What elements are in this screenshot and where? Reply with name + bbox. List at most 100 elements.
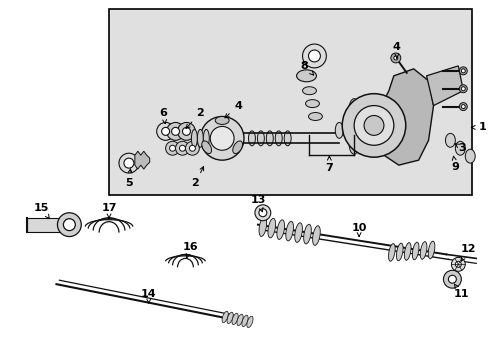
Circle shape [443, 270, 460, 288]
Circle shape [254, 205, 270, 221]
Circle shape [63, 219, 75, 231]
Text: 7: 7 [325, 156, 332, 173]
Text: 10: 10 [351, 222, 366, 237]
Ellipse shape [285, 221, 293, 241]
Circle shape [177, 122, 195, 140]
Ellipse shape [191, 129, 197, 147]
Ellipse shape [427, 241, 434, 259]
FancyBboxPatch shape [27, 218, 61, 231]
Ellipse shape [404, 243, 410, 260]
Circle shape [450, 257, 464, 271]
Text: 2: 2 [191, 167, 203, 188]
Circle shape [165, 141, 179, 155]
Circle shape [460, 105, 464, 109]
Ellipse shape [312, 226, 320, 246]
Ellipse shape [294, 223, 302, 242]
Circle shape [390, 53, 400, 63]
Ellipse shape [259, 217, 266, 237]
Text: 5: 5 [125, 169, 132, 188]
Ellipse shape [302, 87, 316, 95]
Ellipse shape [348, 111, 358, 130]
Ellipse shape [237, 314, 243, 325]
Ellipse shape [308, 113, 322, 121]
Ellipse shape [226, 312, 233, 324]
Ellipse shape [276, 220, 284, 239]
Ellipse shape [202, 141, 211, 154]
Ellipse shape [335, 122, 343, 138]
Circle shape [182, 127, 190, 135]
Ellipse shape [348, 134, 358, 154]
Polygon shape [426, 66, 462, 105]
Ellipse shape [203, 129, 209, 147]
Ellipse shape [284, 131, 290, 146]
Ellipse shape [411, 242, 418, 260]
Circle shape [258, 209, 266, 217]
Polygon shape [135, 151, 149, 169]
Ellipse shape [305, 100, 319, 108]
Text: 6: 6 [160, 108, 167, 123]
Ellipse shape [419, 242, 426, 259]
Circle shape [119, 153, 139, 173]
Circle shape [342, 94, 405, 157]
Bar [109, 9, 471, 195]
Ellipse shape [231, 313, 238, 325]
Ellipse shape [388, 244, 394, 261]
Text: 9: 9 [450, 156, 458, 172]
Circle shape [185, 141, 199, 155]
Circle shape [458, 67, 467, 75]
Circle shape [171, 127, 179, 135]
Circle shape [175, 141, 189, 155]
Text: 1: 1 [470, 122, 485, 132]
Circle shape [458, 85, 467, 93]
Circle shape [308, 50, 320, 62]
Circle shape [57, 213, 81, 237]
Circle shape [364, 116, 383, 135]
Text: 4: 4 [224, 100, 242, 118]
Circle shape [123, 158, 134, 168]
Circle shape [210, 126, 234, 150]
Ellipse shape [348, 99, 358, 118]
Text: 14: 14 [141, 289, 156, 303]
Ellipse shape [343, 122, 350, 138]
Ellipse shape [266, 131, 273, 146]
Ellipse shape [242, 315, 247, 327]
Ellipse shape [248, 131, 255, 146]
Polygon shape [373, 69, 433, 165]
Text: 8: 8 [300, 61, 313, 75]
Ellipse shape [303, 224, 311, 244]
Ellipse shape [445, 133, 454, 147]
Text: 2: 2 [185, 108, 204, 129]
Ellipse shape [246, 316, 252, 328]
Text: 3: 3 [454, 143, 465, 153]
Circle shape [156, 122, 174, 140]
Text: 4: 4 [392, 42, 400, 58]
Text: 12: 12 [460, 244, 475, 261]
Ellipse shape [348, 122, 358, 142]
Ellipse shape [396, 243, 402, 261]
Text: 16: 16 [182, 243, 198, 258]
Circle shape [302, 44, 325, 68]
Ellipse shape [232, 141, 242, 154]
Ellipse shape [296, 70, 316, 82]
Ellipse shape [454, 141, 464, 155]
Ellipse shape [222, 311, 228, 323]
Circle shape [460, 69, 464, 73]
Text: 17: 17 [101, 203, 117, 219]
Circle shape [454, 261, 460, 267]
Circle shape [460, 87, 464, 91]
Ellipse shape [215, 117, 229, 125]
Ellipse shape [197, 129, 203, 147]
Ellipse shape [464, 149, 474, 163]
Text: 11: 11 [453, 284, 468, 299]
Circle shape [189, 145, 195, 151]
Text: 13: 13 [250, 195, 265, 212]
Text: 15: 15 [34, 203, 49, 219]
Circle shape [169, 145, 175, 151]
Circle shape [353, 105, 393, 145]
Circle shape [166, 122, 184, 140]
Circle shape [458, 103, 467, 111]
Ellipse shape [267, 218, 275, 238]
Circle shape [200, 117, 244, 160]
Ellipse shape [257, 131, 264, 146]
Circle shape [162, 127, 169, 135]
